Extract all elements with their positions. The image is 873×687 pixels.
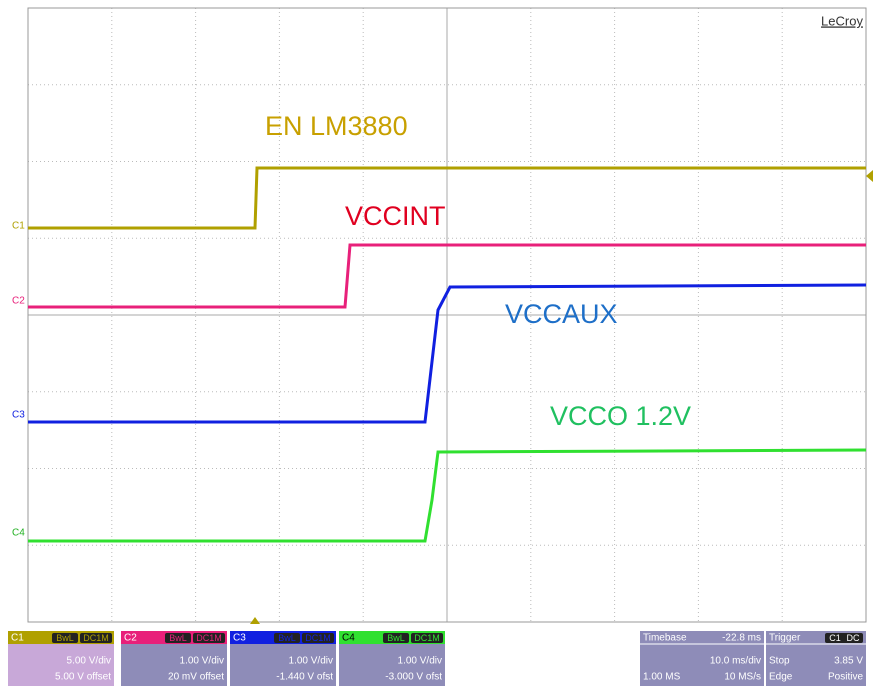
trace-c1 (28, 166, 866, 230)
graticule-border (27, 7, 867, 623)
trigger-mode: Stop (769, 656, 790, 667)
channel-body (121, 644, 227, 686)
timebase-tdiv: 10.0 ms/div (710, 656, 761, 667)
bw-tag: BwL (169, 633, 187, 643)
tag-bg (383, 633, 409, 643)
tag-bg (193, 633, 225, 643)
trace-c3 (28, 283, 867, 424)
bw-tag: BwL (278, 633, 296, 643)
trigger-coupling: DC (847, 633, 860, 643)
offset: -1.440 V ofst (276, 672, 333, 683)
offset: 20 mV offset (168, 672, 224, 683)
trigger-type: Edge (769, 672, 793, 683)
vdiv: 1.00 V/div (180, 656, 224, 667)
channel-label: C4 (342, 633, 355, 644)
channel-label: C2 (124, 633, 137, 644)
trace-name: VCCO 1.2V (550, 401, 691, 431)
trace-c4 (28, 448, 867, 543)
timebase-delay: -22.8 ms (722, 633, 761, 644)
coupling-tag: DC1M (305, 633, 331, 643)
trace-c2 (28, 243, 866, 309)
trigger-body (766, 644, 866, 686)
channel-body (230, 644, 336, 686)
trace-label: C4 (12, 528, 25, 539)
trigger-time-marker (250, 617, 260, 624)
offset: 5.00 V offset (55, 672, 111, 683)
trace-name: VCCINT (345, 201, 446, 231)
trigger-slope: Positive (828, 672, 863, 683)
vdiv: 1.00 V/div (398, 656, 442, 667)
bw-tag: BwL (387, 633, 405, 643)
trigger-level: 3.85 V (834, 656, 863, 667)
vdiv: 5.00 V/div (67, 656, 111, 667)
tag-bg (80, 633, 112, 643)
trace-name: EN LM3880 (265, 111, 408, 141)
channel-label: C3 (233, 633, 246, 644)
offset: -3.000 V ofst (385, 672, 442, 683)
channel-body (8, 644, 114, 686)
tag-bg (52, 633, 78, 643)
trace-label: C3 (12, 410, 25, 421)
trace-name: VCCAUX (505, 299, 618, 329)
coupling-tag: DC1M (83, 633, 109, 643)
timebase-title: Timebase (643, 633, 687, 644)
tag-bg (411, 633, 443, 643)
trace-label: C1 (12, 221, 25, 232)
tag-bg (825, 633, 863, 643)
tag-bg (302, 633, 334, 643)
bw-tag: BwL (56, 633, 74, 643)
brand: LeCroy (821, 13, 863, 28)
timebase-header (640, 631, 764, 644)
timebase-body (640, 644, 764, 686)
graticule (28, 8, 866, 622)
channel-label: C1 (11, 633, 24, 644)
channel-body (339, 644, 445, 686)
trace-label: C2 (12, 296, 25, 307)
trigger-level-marker (866, 170, 873, 182)
trigger-title: Trigger (769, 633, 801, 644)
timebase-rate: 10 MS/s (724, 672, 761, 683)
coupling-tag: DC1M (196, 633, 222, 643)
trigger-source: C1 (829, 633, 841, 643)
tag-bg (274, 633, 300, 643)
tag-bg (165, 633, 191, 643)
vdiv: 1.00 V/div (289, 656, 333, 667)
timebase-points: 1.00 MS (643, 672, 681, 683)
coupling-tag: DC1M (414, 633, 440, 643)
